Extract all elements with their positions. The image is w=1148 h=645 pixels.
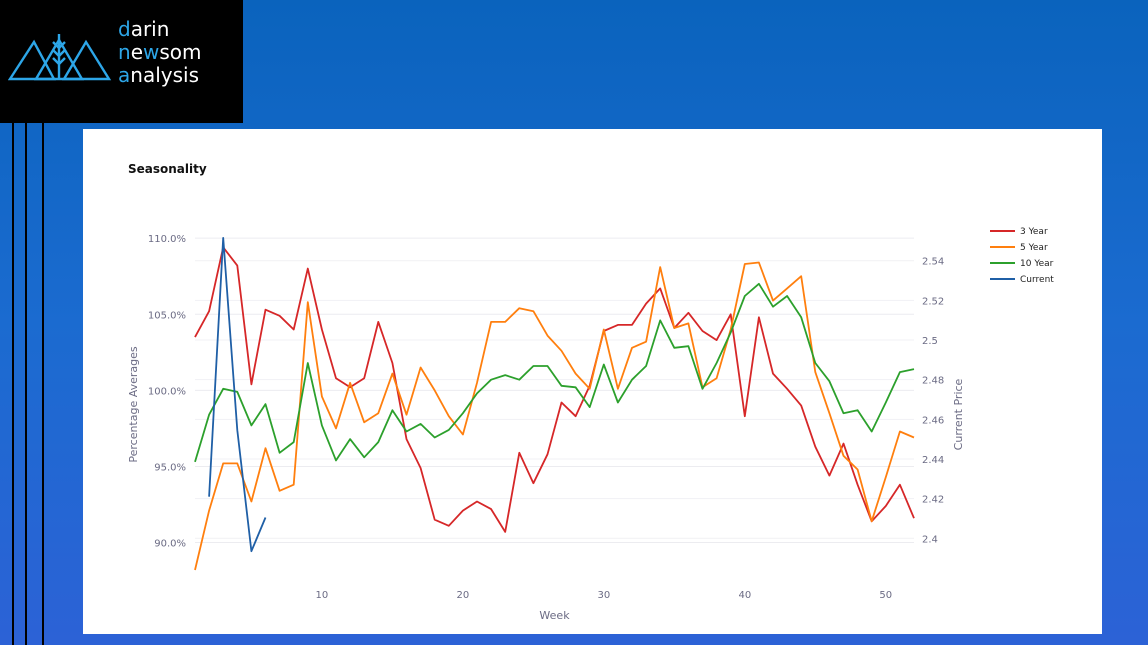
legend-item: 10 Year: [1020, 259, 1054, 269]
decorative-line: [42, 123, 44, 645]
series-line-5-year: [194, 261, 915, 571]
y-tick-label: 105.0%: [148, 310, 186, 321]
seasonality-chart: 90.0% 95.0% 100.0% 105.0% 110.0% 2.4 2.42 2.44 2…: [127, 227, 1054, 622]
decorative-line: [12, 123, 14, 645]
x-tick-label: 30: [597, 590, 610, 601]
series-line-3-year: [194, 246, 915, 533]
x-tick-label: 10: [316, 590, 329, 601]
chart-title: Seasonality: [128, 162, 207, 176]
y2-tick-label: 2.4: [922, 534, 938, 545]
x-axis-title: Week: [539, 609, 570, 622]
series-line-10-year: [194, 282, 915, 463]
y2-axis-title: Current Price: [952, 378, 965, 450]
y-tick-label: 110.0%: [148, 234, 186, 245]
x-tick-label: 50: [879, 590, 892, 601]
logo: darin newsom analysis: [0, 0, 243, 123]
x-tick-label: 40: [738, 590, 751, 601]
y-axis-title: Percentage Averages: [127, 346, 140, 463]
y2-tick-label: 2.42: [922, 495, 944, 506]
chart-panel: Seasonality 90.0% 95.0% 100.0% 105.0% 110.0%…: [83, 129, 1102, 634]
y2-tick-label: 2.5: [922, 336, 938, 347]
y2-tick-label: 2.46: [922, 415, 944, 426]
series-line-current: [208, 237, 267, 553]
logo-wordmark: darin newsom analysis: [118, 17, 202, 87]
y2-tick-label: 2.54: [922, 257, 944, 268]
legend-item: 5 Year: [1020, 243, 1048, 253]
y2-tick-label: 2.52: [922, 296, 944, 307]
decorative-line: [25, 123, 27, 645]
legend-item: 3 Year: [1020, 227, 1048, 237]
y2-tick-label: 2.44: [922, 455, 944, 466]
x-tick-label: 20: [456, 590, 469, 601]
y-tick-label: 95.0%: [154, 462, 186, 473]
legend-item: Current: [1020, 275, 1054, 285]
y-tick-label: 90.0%: [154, 539, 186, 550]
y2-tick-label: 2.48: [922, 376, 944, 387]
y-tick-label: 100.0%: [148, 386, 186, 397]
wheat-mountains-icon: [8, 34, 112, 81]
